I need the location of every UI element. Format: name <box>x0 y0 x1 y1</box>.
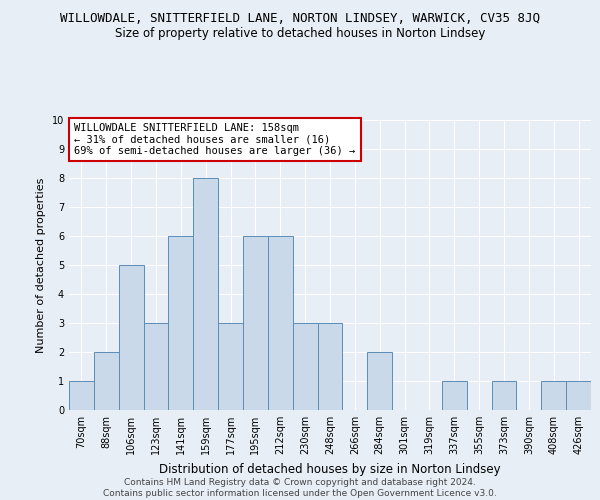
Bar <box>317 323 343 410</box>
Bar <box>243 236 268 410</box>
Text: WILLOWDALE, SNITTERFIELD LANE, NORTON LINDSEY, WARWICK, CV35 8JQ: WILLOWDALE, SNITTERFIELD LANE, NORTON LI… <box>60 12 540 26</box>
Bar <box>293 323 317 410</box>
Bar <box>218 323 243 410</box>
Bar <box>143 323 169 410</box>
Bar <box>169 236 193 410</box>
Text: Size of property relative to detached houses in Norton Lindsey: Size of property relative to detached ho… <box>115 28 485 40</box>
Bar <box>566 381 591 410</box>
Text: WILLOWDALE SNITTERFIELD LANE: 158sqm
← 31% of detached houses are smaller (16)
6: WILLOWDALE SNITTERFIELD LANE: 158sqm ← 3… <box>74 123 355 156</box>
Bar <box>491 381 517 410</box>
Bar <box>193 178 218 410</box>
Bar <box>442 381 467 410</box>
Bar <box>69 381 94 410</box>
Bar <box>94 352 119 410</box>
Text: Contains HM Land Registry data © Crown copyright and database right 2024.
Contai: Contains HM Land Registry data © Crown c… <box>103 478 497 498</box>
Bar <box>119 265 143 410</box>
X-axis label: Distribution of detached houses by size in Norton Lindsey: Distribution of detached houses by size … <box>159 462 501 475</box>
Bar <box>268 236 293 410</box>
Bar <box>541 381 566 410</box>
Y-axis label: Number of detached properties: Number of detached properties <box>37 178 46 352</box>
Bar <box>367 352 392 410</box>
